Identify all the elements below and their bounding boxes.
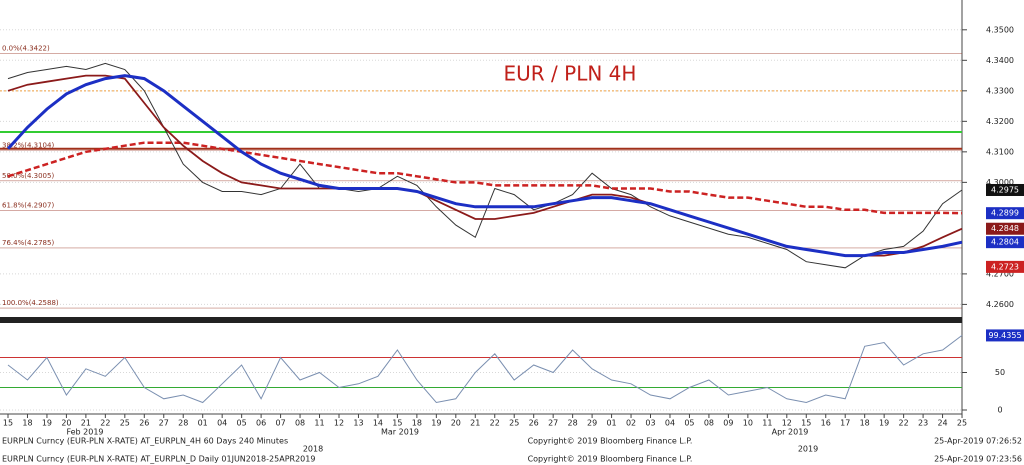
y-tick-label: 4.3300 bbox=[986, 86, 1014, 95]
month-label: Apr 2019 bbox=[772, 428, 809, 437]
x-tick-label: 14 bbox=[373, 419, 383, 428]
fib-label: 61.8%(4.2907) bbox=[2, 202, 54, 210]
y-tick-label: 4.3500 bbox=[986, 25, 1014, 34]
month-label: Mar 2019 bbox=[381, 428, 419, 437]
x-tick-label: 10 bbox=[743, 419, 753, 428]
x-tick-label: 22 bbox=[490, 419, 500, 428]
x-tick-label: 21 bbox=[81, 419, 91, 428]
x-tick-label: 28 bbox=[178, 419, 188, 428]
y-tick-label: 4.2700 bbox=[986, 269, 1014, 278]
series-line bbox=[7, 335, 963, 404]
y-tick-label: 4.3200 bbox=[986, 117, 1014, 126]
x-tick-label: 18 bbox=[860, 419, 870, 428]
fib-label: 38.2%(4.3104) bbox=[2, 142, 54, 150]
x-tick-label: 09 bbox=[723, 419, 733, 428]
price-badge-label: 4.2804 bbox=[991, 238, 1019, 247]
x-tick-label: 25 bbox=[957, 419, 967, 428]
x-tick-label: 12 bbox=[334, 419, 344, 428]
x-tick-label: 15 bbox=[392, 419, 402, 428]
price-badge-label: 4.2723 bbox=[991, 262, 1019, 271]
footer-copyright: Copyright© 2019 Bloomberg Finance L.P. bbox=[528, 437, 693, 446]
footer-left: EURPLN Curncy (EUR-PLN X-RATE) AT_EURPLN… bbox=[2, 455, 315, 464]
series-line bbox=[7, 62, 963, 269]
footer-left: EURPLN Curncy (EUR-PLN X-RATE) AT_EURPLN… bbox=[2, 437, 288, 446]
x-tick-label: 08 bbox=[704, 419, 714, 428]
year-label: 2019 bbox=[798, 445, 818, 454]
price-badge bbox=[986, 236, 1024, 249]
x-tick-label: 12 bbox=[782, 419, 792, 428]
x-tick-label: 11 bbox=[762, 419, 772, 428]
x-tick-label: 25 bbox=[120, 419, 130, 428]
x-tick-label: 27 bbox=[159, 419, 169, 428]
x-tick-label: 01 bbox=[606, 419, 616, 428]
price-badge-label: 4.2899 bbox=[991, 209, 1019, 218]
price-badge bbox=[986, 329, 1024, 342]
x-tick-label: 19 bbox=[431, 419, 441, 428]
year-label: 2018 bbox=[303, 445, 323, 454]
series-line bbox=[7, 141, 963, 215]
x-tick-label: 17 bbox=[840, 419, 850, 428]
x-tick-label: 15 bbox=[801, 419, 811, 428]
x-tick-label: 19 bbox=[879, 419, 889, 428]
x-tick-label: 03 bbox=[645, 419, 655, 428]
month-label: Feb 2019 bbox=[66, 428, 103, 437]
price-badge bbox=[986, 222, 1024, 235]
y-tick-label: 4.3400 bbox=[986, 56, 1014, 65]
x-tick-label: 23 bbox=[918, 419, 928, 428]
footer-copyright: Copyright© 2019 Bloomberg Finance L.P. bbox=[528, 455, 693, 464]
x-tick-label: 08 bbox=[295, 419, 305, 428]
fib-label: 76.4%(4.2785) bbox=[2, 239, 54, 247]
x-tick-label: 22 bbox=[100, 419, 110, 428]
x-tick-label: 25 bbox=[509, 419, 519, 428]
price-badge-label: 4.2848 bbox=[991, 224, 1019, 233]
chart-title: EUR / PLN 4H bbox=[504, 62, 637, 86]
x-tick-label: 15 bbox=[3, 419, 13, 428]
x-tick-label: 04 bbox=[217, 419, 227, 428]
fib-label: 0.0%(4.3422) bbox=[2, 45, 50, 53]
x-tick-label: 06 bbox=[256, 419, 266, 428]
x-tick-label: 01 bbox=[198, 419, 208, 428]
x-tick-label: 02 bbox=[626, 419, 636, 428]
price-badge-label: 4.2975 bbox=[991, 185, 1019, 194]
price-badge-label: 99.4355 bbox=[988, 331, 1021, 340]
x-tick-label: 04 bbox=[665, 419, 675, 428]
x-tick-label: 24 bbox=[937, 419, 947, 428]
x-tick-label: 18 bbox=[412, 419, 422, 428]
y-tick-label: 4.3000 bbox=[986, 178, 1014, 187]
x-tick-label: 21 bbox=[470, 419, 480, 428]
x-tick-label: 26 bbox=[139, 419, 149, 428]
x-tick-label: 05 bbox=[237, 419, 247, 428]
x-tick-label: 05 bbox=[684, 419, 694, 428]
y-tick-label: 4.2600 bbox=[986, 300, 1014, 309]
x-tick-label: 19 bbox=[42, 419, 52, 428]
fib-label: 50.0%(4.3005) bbox=[2, 172, 54, 180]
x-tick-label: 28 bbox=[568, 419, 578, 428]
price-badge bbox=[986, 260, 1024, 273]
x-tick-label: 26 bbox=[529, 419, 539, 428]
series-line bbox=[6, 74, 963, 258]
x-tick-label: 16 bbox=[821, 419, 831, 428]
x-tick-label: 29 bbox=[587, 419, 597, 428]
y-tick-label: 0 bbox=[997, 406, 1002, 415]
y-tick-label: 4.3100 bbox=[986, 147, 1014, 156]
x-tick-label: 20 bbox=[61, 419, 71, 428]
x-tick-label: 07 bbox=[275, 419, 285, 428]
x-tick-label: 22 bbox=[899, 419, 909, 428]
panel-separator bbox=[0, 317, 962, 323]
fib-label: 100.0%(4.2588) bbox=[2, 299, 59, 307]
x-tick-label: 11 bbox=[314, 419, 324, 428]
x-tick-label: 13 bbox=[353, 419, 363, 428]
price-badge bbox=[986, 183, 1024, 196]
footer-timestamp: 25-Apr-2019 07:23:56 bbox=[934, 455, 1022, 464]
x-tick-label: 27 bbox=[548, 419, 558, 428]
footer-timestamp: 25-Apr-2019 07:26:52 bbox=[934, 437, 1022, 446]
price-badge bbox=[986, 207, 1024, 220]
x-tick-label: 20 bbox=[451, 419, 461, 428]
y-tick-label: 50 bbox=[995, 368, 1005, 377]
x-tick-label: 18 bbox=[22, 419, 32, 428]
